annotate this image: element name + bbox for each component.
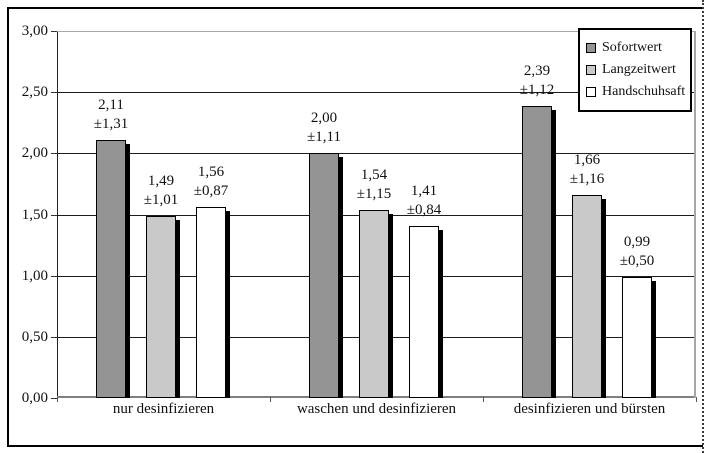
bar-error-line: ±0,87 (193, 183, 229, 200)
x-axis-category-label: waschen und desinfizieren (296, 401, 457, 417)
bar-value-label: 1,49 ±1,01 (116, 172, 206, 210)
bar-sofortwert-0 (96, 139, 126, 398)
bar-error-line: ±0,84 (406, 201, 442, 218)
legend: Sofortwert Langzeitwert Handschuhsaft (578, 28, 692, 112)
bar-error-line: ±1,15 (356, 185, 392, 202)
y-axis-tick (51, 31, 57, 32)
bar-handschuhsaft-2 (622, 276, 652, 398)
y-axis-tick-label: 0,00 (21, 390, 48, 406)
bar-value-label: 1,41 ±0,84 (379, 182, 469, 220)
gridline (57, 153, 696, 155)
bar-langzeitwert-1 (359, 209, 389, 398)
y-axis-tick (51, 153, 57, 155)
bar-value-line: 0,99 (623, 233, 651, 250)
legend-label-handschuhsaft: Handschuhsaft (602, 84, 686, 99)
bar-value-line: 1,41 (410, 182, 438, 199)
x-axis-tick (270, 397, 271, 402)
legend-item-sofortwert: Sofortwert (586, 37, 686, 59)
bar-sofortwert-1 (309, 153, 339, 398)
page-edge-dotted-line (702, 0, 704, 453)
y-axis-tick (51, 275, 57, 277)
y-axis-tick-label: 2,00 (21, 145, 48, 162)
gridline (57, 92, 696, 94)
bar-value-label: 1,66 ±1,16 (542, 151, 632, 189)
legend-swatch-sofortwert (586, 43, 596, 53)
bar-handschuhsaft-1 (409, 225, 439, 398)
y-axis-tick-label: 3,00 (21, 23, 48, 39)
bar-langzeitwert-2 (572, 194, 602, 398)
bar-value-line: 1,49 (147, 172, 175, 189)
y-axis-labels: 0,00 0,50 1,00 1,50 2,00 2,50 3,00 (0, 0, 48, 453)
legend-label-langzeitwert: Langzeitwert (602, 62, 676, 77)
bar-value-label: 2,11 ±1,31 (66, 96, 156, 134)
bar-value-line: 2,39 (523, 62, 551, 79)
x-axis-category-label: nur desinfizieren (112, 401, 215, 417)
bar-value-label: 1,56 ±0,87 (166, 163, 256, 201)
bar-value-label: 0,99 ±0,50 (592, 233, 682, 271)
y-axis-tick-label: 1,00 (21, 267, 48, 284)
bar-value-line: 1,66 (573, 151, 601, 168)
chart-frame (7, 7, 703, 447)
bar-error-line: ±1,31 (93, 115, 129, 132)
bar-value-label: 2,00 ±1,11 (279, 109, 369, 147)
bar-value-label: 1,54 ±1,15 (329, 166, 419, 204)
y-axis-tick-label: 2,50 (21, 84, 48, 101)
x-axis-category-labels: nur desinfizieren waschen und desinfizier… (57, 401, 696, 421)
y-axis-tick-label: 0,50 (21, 328, 48, 345)
legend-swatch-handschuhsaft (586, 87, 596, 97)
y-axis-tick-label: 1,50 (21, 206, 48, 223)
x-axis-tick (57, 397, 58, 402)
bar-value-line: 2,11 (98, 96, 124, 113)
x-axis-tick (483, 397, 484, 402)
y-axis-tick (51, 398, 57, 399)
bar-value-line: 2,00 (310, 110, 338, 127)
bar-langzeitwert-0 (146, 215, 176, 398)
plot-right-border (694, 31, 696, 398)
y-axis-tick (51, 336, 57, 338)
gridline (57, 31, 696, 32)
bar-value-label: 2,39 ±1,12 (492, 62, 582, 100)
bar-error-line: ±1,01 (143, 191, 179, 208)
bar-error-line: ±1,11 (307, 129, 341, 146)
bar-handschuhsaft-0 (196, 207, 226, 398)
bar-value-line: 1,54 (360, 166, 388, 183)
y-axis-tick (51, 92, 57, 94)
bar-error-line: ±1,12 (519, 81, 555, 98)
plot-area: 2,11 ±1,31 2,00 ±1,11 2,39 ±1,12 1,49 ±1,01 1,54… (57, 31, 696, 398)
x-axis-category-label: desinfizieren und bürsten (513, 401, 666, 417)
x-axis-tick (696, 397, 697, 402)
bar-sofortwert-2 (522, 105, 552, 398)
bar-value-line: 1,56 (197, 164, 225, 181)
bar-error-line: ±1,16 (569, 170, 605, 187)
bar-error-line: ±0,50 (619, 252, 655, 269)
legend-item-langzeitwert: Langzeitwert (586, 59, 686, 81)
legend-item-handschuhsaft: Handschuhsaft (586, 81, 686, 103)
y-axis-tick (51, 214, 57, 216)
legend-swatch-langzeitwert (586, 65, 596, 75)
legend-label-sofortwert: Sofortwert (602, 40, 662, 55)
